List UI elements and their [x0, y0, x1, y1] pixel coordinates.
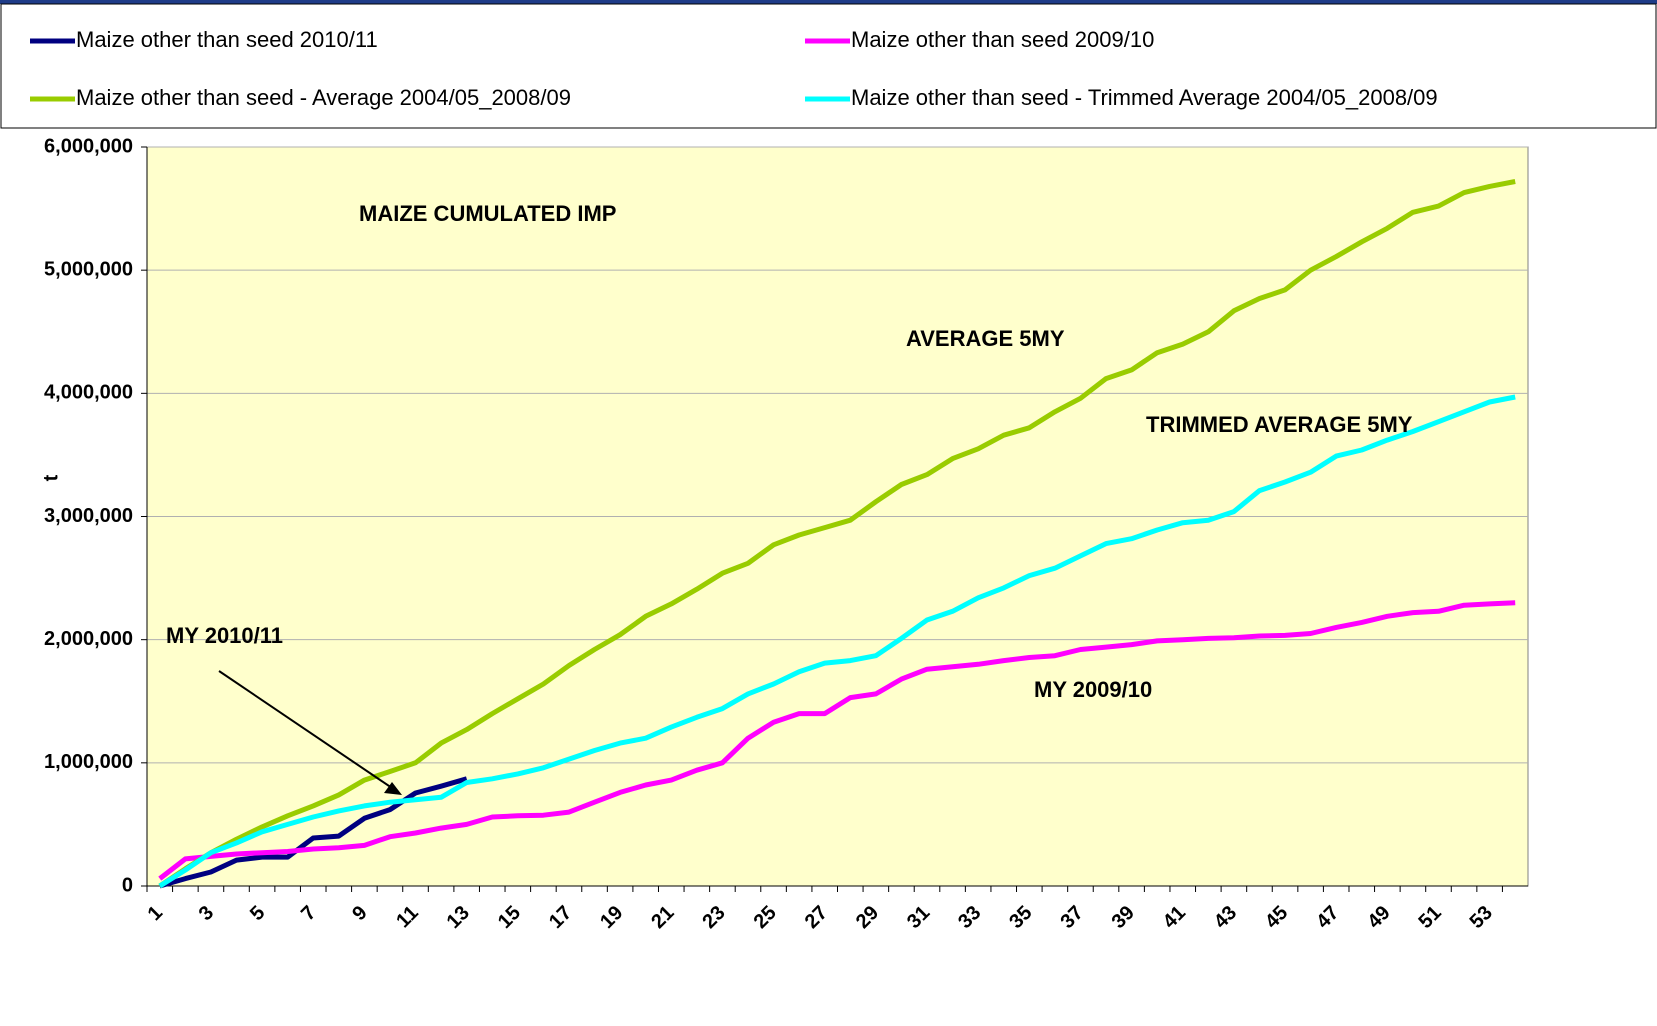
x-tick-label: 11 — [392, 902, 423, 933]
y-tick-label: 1,000,000 — [44, 751, 133, 773]
x-tick-label: 1 — [144, 902, 167, 925]
x-tick-label: 19 — [596, 902, 627, 933]
series-line — [158, 600, 1516, 881]
top-bar — [0, 0, 1657, 4]
arrow-shaft — [218, 670, 393, 789]
y-tick-label: 6,000,000 — [44, 135, 133, 157]
series-line — [159, 776, 468, 889]
x-tick-label: 49 — [1363, 902, 1394, 933]
x-tick-label: 29 — [852, 902, 883, 933]
x-tick-label: 37 — [1056, 902, 1087, 933]
x-tick-label: 31 — [903, 902, 934, 933]
y-tick-label: 4,000,000 — [44, 382, 133, 404]
legend-box — [0, 3, 1657, 129]
y-tick-label: 2,000,000 — [44, 628, 133, 650]
annotation: MY 2009/10 — [1034, 677, 1152, 702]
series-line — [158, 394, 1516, 889]
x-tick-label: 23 — [698, 902, 729, 933]
annotation: AVERAGE 5MY — [906, 326, 1065, 351]
legend-label: Maize other than seed 2009/10 — [851, 27, 1154, 52]
x-tick-label: 45 — [1261, 902, 1292, 933]
x-tick-label: 43 — [1210, 902, 1241, 933]
annotation: MAIZE CUMULATED IMP — [359, 201, 616, 226]
x-tick-label: 25 — [750, 902, 781, 933]
y-tick-label: 0 — [122, 874, 133, 896]
y-axis-label: t — [40, 474, 62, 481]
x-tick-label: 51 — [1414, 902, 1445, 933]
y-tick-label: 3,000,000 — [44, 505, 133, 527]
x-tick-label: 35 — [1005, 902, 1036, 933]
x-tick-label: 7 — [297, 902, 320, 925]
x-tick-label: 9 — [348, 902, 371, 925]
legend-label: Maize other than seed - Average 2004/05_… — [76, 85, 571, 110]
x-tick-label: 3 — [195, 902, 218, 925]
series-line — [158, 179, 1516, 889]
legend-label: Maize other than seed - Trimmed Average … — [851, 85, 1438, 110]
x-tick-label: 17 — [545, 902, 576, 933]
x-tick-label: 15 — [494, 902, 525, 933]
annotation: TRIMMED AVERAGE 5MY — [1146, 412, 1413, 437]
x-tick-label: 47 — [1312, 902, 1343, 933]
x-tick-label: 33 — [954, 902, 985, 933]
y-tick-label: 5,000,000 — [44, 258, 133, 280]
x-tick-label: 53 — [1466, 902, 1497, 933]
x-tick-label: 13 — [443, 902, 474, 933]
x-tick-label: 27 — [801, 902, 832, 933]
arrow-head — [384, 782, 402, 795]
x-tick-label: 41 — [1159, 902, 1190, 933]
legend-label: Maize other than seed 2010/11 — [76, 27, 378, 52]
annotation: MY 2010/11 — [166, 623, 283, 648]
x-tick-label: 39 — [1108, 902, 1139, 933]
x-tick-label: 21 — [647, 902, 678, 933]
x-tick-label: 5 — [246, 902, 269, 925]
